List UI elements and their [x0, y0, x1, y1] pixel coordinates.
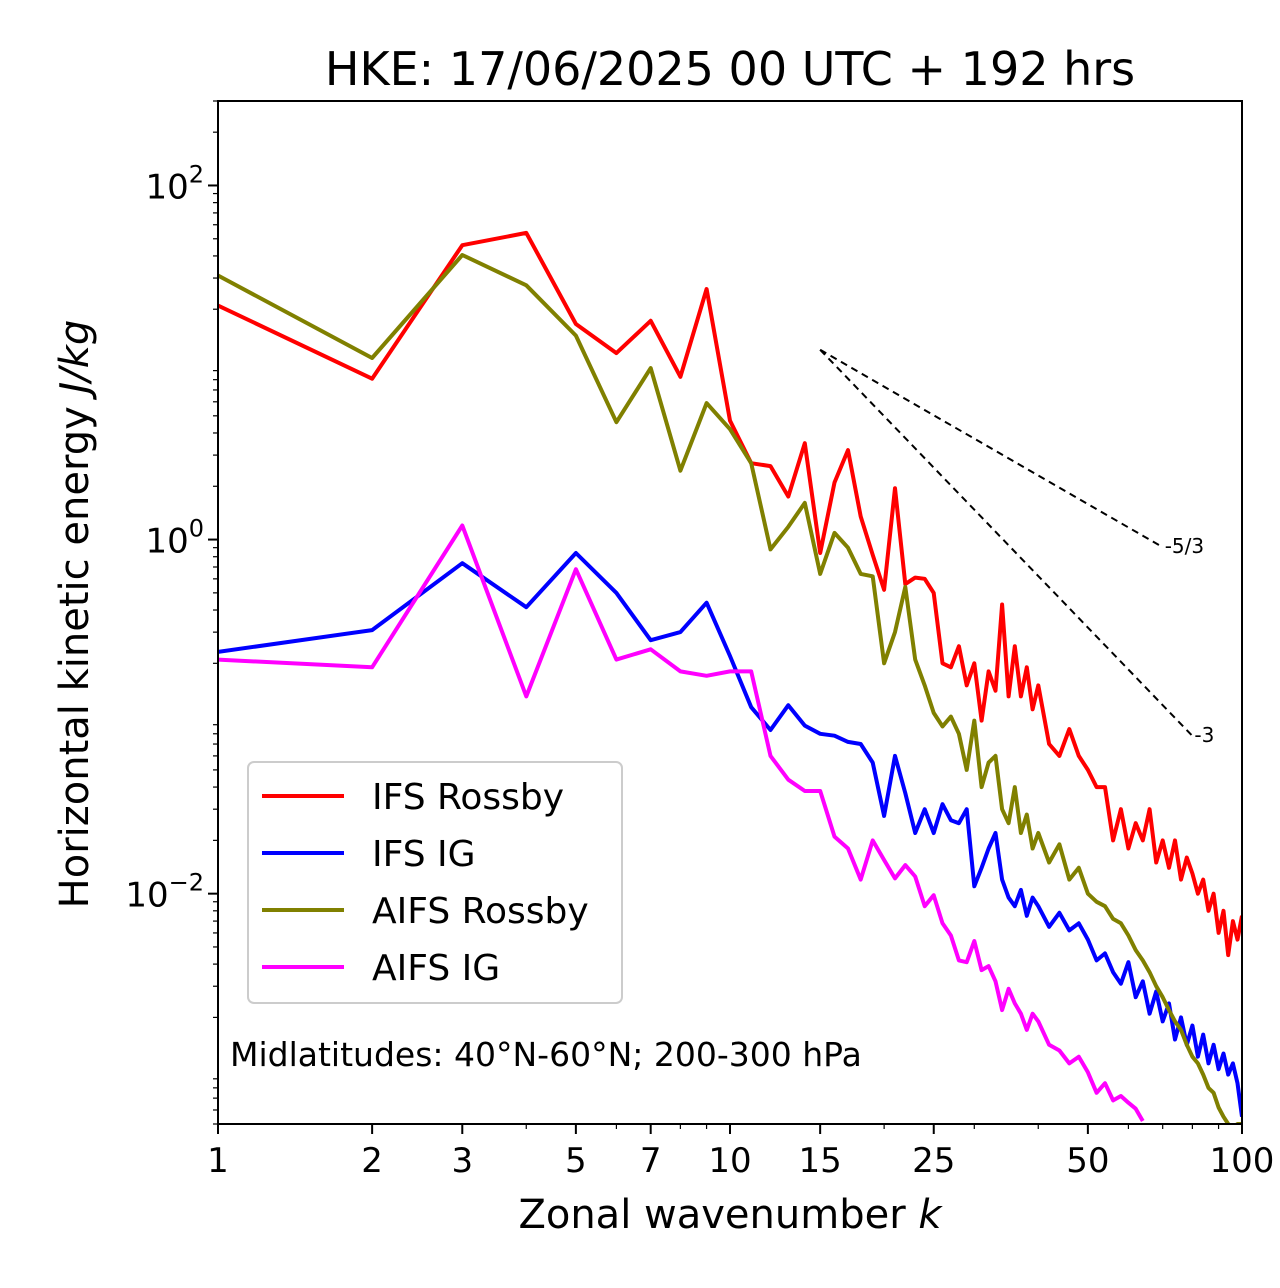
y-axis-label: Horizontal kinetic energy J/kg — [52, 320, 98, 909]
legend: IFS Rossby IFS IG AIFS Rossby AIFS IG — [247, 761, 623, 1004]
region-annotation: Midlatitudes: 40°N-60°N; 200-300 hPa — [230, 1035, 862, 1074]
x-tick-label: 100 — [1210, 1141, 1275, 1181]
y-tick-label: 100 — [145, 515, 204, 562]
x-tick-label: 2 — [361, 1141, 383, 1181]
y-axis-label-text: Horizontal kinetic energy — [52, 406, 98, 908]
y-tick-base: 10 — [125, 876, 168, 916]
y-tick-exponent: 0 — [189, 515, 204, 543]
x-tick-label: 50 — [1066, 1141, 1109, 1181]
y-tick-base: 10 — [145, 167, 188, 207]
legend-label: IFS IG — [372, 834, 476, 875]
x-axis-label: Zonal wavenumber k — [518, 1192, 943, 1238]
legend-box — [247, 761, 623, 1004]
series-line-aifs-ig — [218, 523, 1145, 1122]
y-tick-label: 102 — [145, 160, 204, 207]
y-tick-base: 10 — [145, 522, 188, 562]
x-tick-label: 5 — [565, 1141, 587, 1181]
reference-slope-line — [819, 349, 1194, 737]
x-tick-label: 1 — [207, 1141, 229, 1181]
x-tick-label: 25 — [912, 1141, 955, 1181]
reference-slopes: -5/3 -3 — [819, 348, 1214, 747]
reference-slope-line — [819, 348, 1164, 549]
y-axis-label-unit: J/kg — [52, 320, 98, 401]
y-tick-exponent: 2 — [189, 160, 204, 188]
x-tick-label: 7 — [640, 1141, 662, 1181]
legend-label: AIFS IG — [372, 948, 500, 989]
x-tick-label: 3 — [451, 1141, 473, 1181]
x-tick-label: 10 — [708, 1141, 751, 1181]
y-tick-label: 10−2 — [125, 869, 204, 916]
series-line-ifs-ig — [218, 551, 1242, 1117]
x-axis-label-text: Zonal wavenumber — [518, 1192, 906, 1238]
legend-label: AIFS Rossby — [372, 891, 589, 932]
series-line-aifs-rossby — [218, 253, 1242, 1124]
x-axis-label-symbol: k — [918, 1192, 943, 1238]
chart-title: HKE: 17/06/2025 00 UTC + 192 hrs — [325, 42, 1135, 96]
x-tick-label: 15 — [799, 1141, 842, 1181]
legend-label: IFS Rossby — [372, 777, 564, 818]
reference-slope-label: -5/3 — [1165, 534, 1204, 558]
series-line-ifs-rossby — [218, 230, 1242, 958]
series-layer — [218, 230, 1242, 1124]
reference-slope-label: -3 — [1194, 723, 1214, 747]
plot-frame — [217, 100, 1243, 1125]
y-tick-exponent: −2 — [169, 869, 204, 897]
legend-items: IFS Rossby IFS IG AIFS Rossby AIFS IG — [262, 777, 589, 989]
